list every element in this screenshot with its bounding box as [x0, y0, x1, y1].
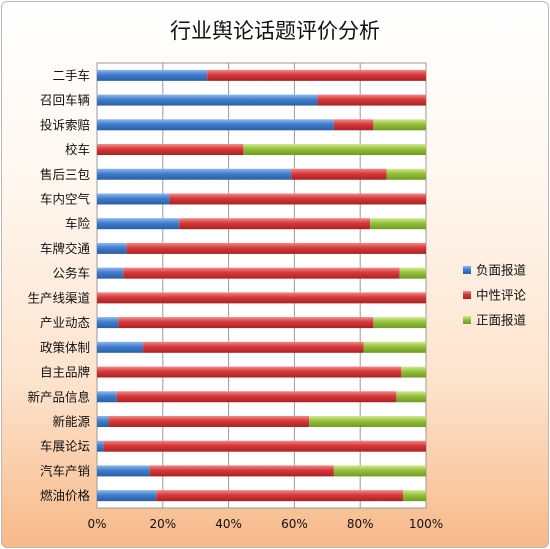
category-label: 新能源 — [52, 414, 90, 429]
legend-label: 正面报道 — [476, 313, 527, 328]
category-label: 车牌交通 — [40, 241, 91, 256]
bar-segment — [97, 69, 208, 81]
category-label: 公务车 — [52, 266, 90, 281]
category-label: 政策体制 — [40, 340, 90, 355]
category-label: 二手车 — [52, 68, 90, 83]
category-label: 投诉索赔 — [40, 117, 90, 132]
x-axis-ticks: 0% 20% 40% 60% 80% 100% — [87, 517, 443, 531]
legend-swatch — [463, 291, 471, 299]
category-label: 售后三包 — [40, 167, 90, 182]
legend-swatch — [463, 316, 471, 324]
bar-segment — [97, 465, 150, 477]
bar-segment — [126, 242, 427, 254]
bar-segment — [399, 267, 426, 279]
bar-segment — [123, 267, 400, 279]
bar-segment — [97, 267, 124, 279]
bar-segment — [97, 242, 127, 254]
x-tick-label: 60% — [281, 517, 308, 531]
category-label: 车险 — [65, 216, 91, 231]
bar-segment — [401, 366, 426, 378]
bar-segment — [207, 69, 426, 81]
bar-segment — [333, 119, 374, 131]
bar-segment — [143, 341, 364, 353]
category-label: 车内空气 — [40, 191, 91, 206]
bar-segment — [97, 391, 117, 403]
category-label: 车展论坛 — [40, 439, 90, 454]
bar-segment — [97, 119, 334, 131]
category-label: 汽车产销 — [40, 463, 90, 478]
bar-segment — [169, 193, 426, 205]
x-tick-label: 100% — [409, 517, 443, 531]
bar-segment — [243, 144, 426, 156]
category-label: 生产线渠道 — [27, 290, 90, 305]
bar-segment — [97, 415, 109, 427]
category-label: 校车 — [65, 142, 90, 157]
bar-segment — [402, 490, 426, 502]
category-label: 召回车辆 — [40, 93, 90, 108]
bar-segment — [386, 168, 426, 180]
bar-segment — [317, 94, 426, 106]
chart-title: 行业舆论话题评价分析 — [170, 19, 380, 43]
legend-label: 中性评论 — [476, 288, 527, 303]
gridlines — [96, 63, 427, 508]
bar-segment — [103, 440, 426, 452]
bar-segment — [97, 490, 157, 502]
x-tick-label: 40% — [215, 517, 242, 531]
bar-series — [97, 69, 427, 502]
bar-segment — [97, 292, 426, 304]
category-label: 燃油价格 — [40, 488, 91, 503]
bar-segment — [97, 440, 104, 452]
bar-segment — [118, 317, 374, 329]
x-tick-label: 20% — [149, 517, 176, 531]
bar-segment — [97, 168, 292, 180]
bar-segment — [373, 119, 426, 131]
bar-segment — [149, 465, 334, 477]
legend-label: 负面报道 — [476, 263, 527, 278]
plot-area — [96, 62, 427, 509]
bar-segment — [370, 218, 426, 230]
bar-segment — [97, 341, 144, 353]
bar-segment — [179, 218, 371, 230]
bar-segment — [108, 415, 310, 427]
bar-segment — [97, 144, 244, 156]
bar-segment — [309, 415, 426, 427]
bar-segment — [396, 391, 426, 403]
bar-segment — [97, 317, 119, 329]
bar-segment — [333, 465, 426, 477]
legend-swatch — [463, 266, 471, 274]
bar-segment — [363, 341, 426, 353]
category-label: 自主品牌 — [40, 365, 90, 380]
x-tick-label: 0% — [87, 517, 106, 531]
bar-segment — [97, 218, 180, 230]
category-label: 新产品信息 — [27, 389, 90, 404]
bar-segment — [97, 366, 402, 378]
bar-segment — [97, 193, 170, 205]
bar-segment — [116, 391, 397, 403]
x-tick-label: 80% — [347, 517, 374, 531]
bar-segment — [373, 317, 426, 329]
category-label: 产业动态 — [40, 315, 90, 330]
bar-segment — [97, 94, 318, 106]
bar-segment — [156, 490, 403, 502]
bar-segment — [291, 168, 387, 180]
category-labels: 二手车召回车辆投诉索赔校车售后三包车内空气车险车牌交通公务车生产线渠道产业动态政… — [27, 68, 90, 503]
